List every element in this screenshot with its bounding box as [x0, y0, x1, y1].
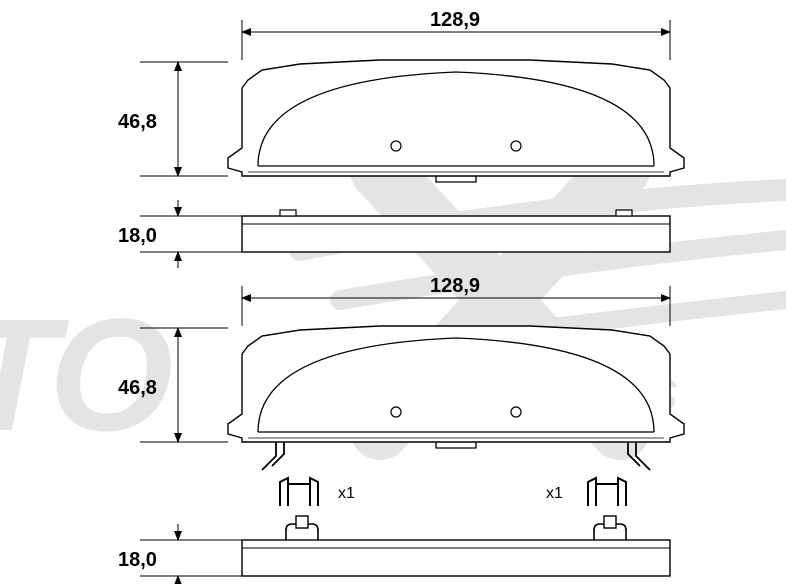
dim-mid-height-label: 46,8: [118, 377, 157, 399]
clip-left: x1: [280, 478, 355, 506]
dim-bottom-thickness-label: 18,0: [118, 549, 157, 571]
clip-left-qty: x1: [338, 485, 355, 502]
dim-top-width: 128,9: [242, 9, 670, 60]
dim-bottom-thickness: 18,0: [118, 524, 242, 584]
pad-top-front: [228, 60, 684, 182]
dim-top-thickness-label: 18,0: [118, 225, 157, 247]
clip-right-qty: x1: [546, 485, 563, 502]
svg-text:TO: TO: [0, 285, 171, 464]
pad-bottom-side: [242, 516, 670, 576]
dim-top-height-label: 46,8: [118, 111, 157, 133]
pad-top-side: [242, 210, 670, 252]
technical-diagram: TO brakes: [0, 0, 786, 584]
dim-top-thickness: 18,0: [118, 200, 242, 268]
dim-top-width-label: 128,9: [430, 9, 480, 31]
clip-right: x1: [546, 478, 626, 506]
dim-top-height: 46,8: [118, 62, 228, 176]
dim-mid-width-label: 128,9: [430, 275, 480, 297]
